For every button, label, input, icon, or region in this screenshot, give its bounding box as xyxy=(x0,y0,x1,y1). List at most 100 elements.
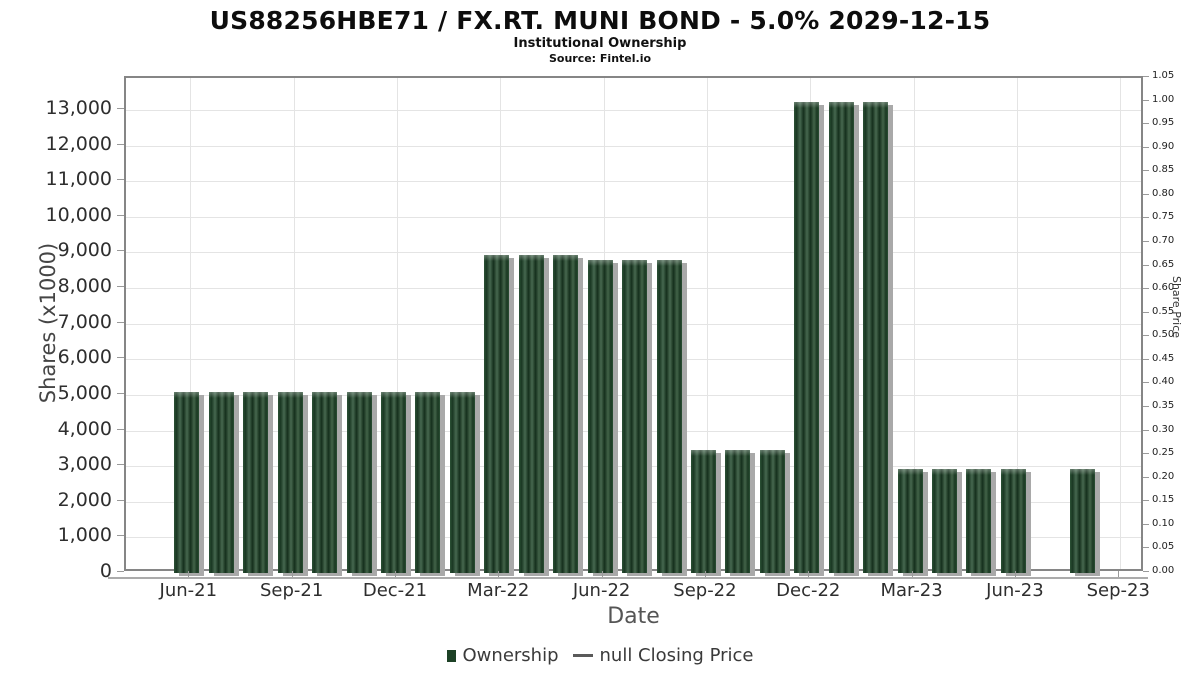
y-axis-tick-label: 3,000 xyxy=(57,453,112,476)
ownership-bar[interactable] xyxy=(725,449,751,573)
x-axis-tick-label: Jun-23 xyxy=(986,580,1044,601)
ownership-bar[interactable] xyxy=(622,260,648,573)
right-axis-tick-label: 0.65 xyxy=(1152,258,1175,270)
x-axis-tick-label: Sep-22 xyxy=(673,580,737,601)
right-axis-tick-label: 0.45 xyxy=(1152,352,1175,364)
x-axis-tick-label: Mar-22 xyxy=(467,580,530,601)
x-axis-tick xyxy=(808,571,810,577)
x-axis-tick xyxy=(911,571,913,577)
y-axis-tick-label: 13,000 xyxy=(45,97,112,119)
y-axis-tick-label: 9,000 xyxy=(57,239,112,262)
x-axis-tick xyxy=(1014,571,1016,577)
right-axis-tick-label: 0.40 xyxy=(1152,376,1175,388)
gridline-vertical xyxy=(913,78,915,569)
y-axis-tick-label: 2,000 xyxy=(57,488,112,511)
gridline-horizontal xyxy=(126,145,1141,147)
ownership-bar[interactable] xyxy=(587,260,613,573)
right-axis-tick xyxy=(1143,500,1149,502)
x-axis-tick-label: Sep-21 xyxy=(259,580,324,601)
ownership-bar[interactable] xyxy=(277,391,303,573)
gridline-vertical xyxy=(293,78,295,569)
ownership-bar[interactable] xyxy=(1069,468,1095,573)
ownership-bar[interactable] xyxy=(484,254,510,573)
y-axis-tick xyxy=(117,286,124,288)
ownership-bar[interactable] xyxy=(208,391,234,573)
right-axis-tick-label: 0.50 xyxy=(1152,329,1175,341)
ownership-bar[interactable] xyxy=(656,260,682,573)
right-axis-tick-label: 1.05 xyxy=(1152,70,1175,81)
gridline-vertical xyxy=(1120,78,1122,569)
right-axis-tick xyxy=(1143,358,1149,360)
ownership-swatch-icon xyxy=(446,649,456,662)
ownership-bar[interactable] xyxy=(415,391,441,573)
right-axis-tick-label: 0.20 xyxy=(1152,470,1175,482)
y-axis-tick xyxy=(117,464,124,466)
y-axis-tick-label: 4,000 xyxy=(57,417,112,440)
y-axis-tick-label: 5,000 xyxy=(57,381,112,404)
right-axis-tick xyxy=(1143,571,1149,572)
right-axis-tick xyxy=(1143,264,1149,266)
right-axis-tick xyxy=(1143,476,1149,478)
ownership-bar[interactable] xyxy=(518,254,544,573)
ownership-bar[interactable] xyxy=(863,101,889,573)
ownership-bar[interactable] xyxy=(759,449,785,573)
right-axis-tick-label: 0.25 xyxy=(1152,447,1175,459)
y-axis-tick-label: 1,000 xyxy=(57,524,112,547)
ownership-bar[interactable] xyxy=(690,449,716,573)
y-axis-tick xyxy=(117,143,124,145)
right-axis-tick-label: 0.55 xyxy=(1152,305,1175,317)
ownership-bar[interactable] xyxy=(243,391,269,573)
right-axis-tick-label: 0.10 xyxy=(1152,517,1175,529)
right-axis-tick-label: 0.30 xyxy=(1152,423,1175,435)
x-axis-tick-label: Dec-22 xyxy=(776,580,841,601)
y-axis-tick xyxy=(117,499,124,501)
right-axis-tick-label: 0.00 xyxy=(1152,565,1175,576)
legend-item-closing-price[interactable]: null Closing Price xyxy=(572,645,753,666)
ownership-bar[interactable] xyxy=(346,391,372,573)
y-axis-tick-label: 8,000 xyxy=(57,275,112,298)
y-axis-tick-label: 10,000 xyxy=(45,203,112,226)
chart-source: Source: Fintel.io xyxy=(548,52,652,65)
ownership-bar[interactable] xyxy=(312,391,338,573)
ownership-bar[interactable] xyxy=(553,254,579,573)
ownership-bar[interactable] xyxy=(174,391,200,573)
y-axis-tick xyxy=(117,250,124,252)
plot-area xyxy=(124,76,1143,573)
right-axis-tick xyxy=(1143,241,1149,242)
right-axis-tick xyxy=(1143,146,1149,148)
x-axis-tick xyxy=(291,571,293,577)
gridline-vertical xyxy=(190,78,192,569)
x-axis-tick xyxy=(704,571,706,577)
x-axis-tick xyxy=(498,571,500,577)
right-axis-tick-label: 0.05 xyxy=(1152,541,1175,553)
x-axis-tick-label: Jun-21 xyxy=(159,580,218,601)
x-axis-tick xyxy=(1118,571,1120,577)
gridline-horizontal xyxy=(126,216,1141,218)
y-axis-tick-label: 0 xyxy=(99,560,112,582)
ownership-bar[interactable] xyxy=(794,101,820,573)
y-axis-tick-label: 12,000 xyxy=(45,132,112,155)
chart-subtitle: Institutional Ownership xyxy=(513,36,687,51)
ownership-bar[interactable] xyxy=(897,468,923,573)
right-axis-tick-label: 0.15 xyxy=(1152,494,1175,506)
right-axis-tick-label: 0.95 xyxy=(1152,117,1175,129)
chart-title: US88256HBE71 / FX.RT. MUNI BOND - 5.0% 2… xyxy=(209,6,991,35)
right-axis-tick xyxy=(1143,406,1149,407)
y-axis-tick xyxy=(117,214,124,216)
y-axis-title-right: Share Price xyxy=(1170,275,1183,339)
y-axis-tick xyxy=(117,321,124,323)
right-axis-tick xyxy=(1143,76,1149,77)
ownership-bar[interactable] xyxy=(1000,468,1026,573)
x-axis-tick-label: Dec-21 xyxy=(362,580,428,601)
right-axis-tick xyxy=(1143,429,1149,431)
y-axis-tick-label: 7,000 xyxy=(57,310,112,333)
ownership-bar[interactable] xyxy=(932,468,958,573)
legend-item-ownership[interactable]: Ownership xyxy=(446,645,559,666)
ownership-bar[interactable] xyxy=(380,391,406,573)
right-axis-tick-label: 0.75 xyxy=(1152,211,1175,223)
ownership-bar[interactable] xyxy=(828,101,854,573)
ownership-bar[interactable] xyxy=(966,468,992,573)
ownership-bar[interactable] xyxy=(449,391,475,573)
y-axis-tick xyxy=(117,357,124,359)
